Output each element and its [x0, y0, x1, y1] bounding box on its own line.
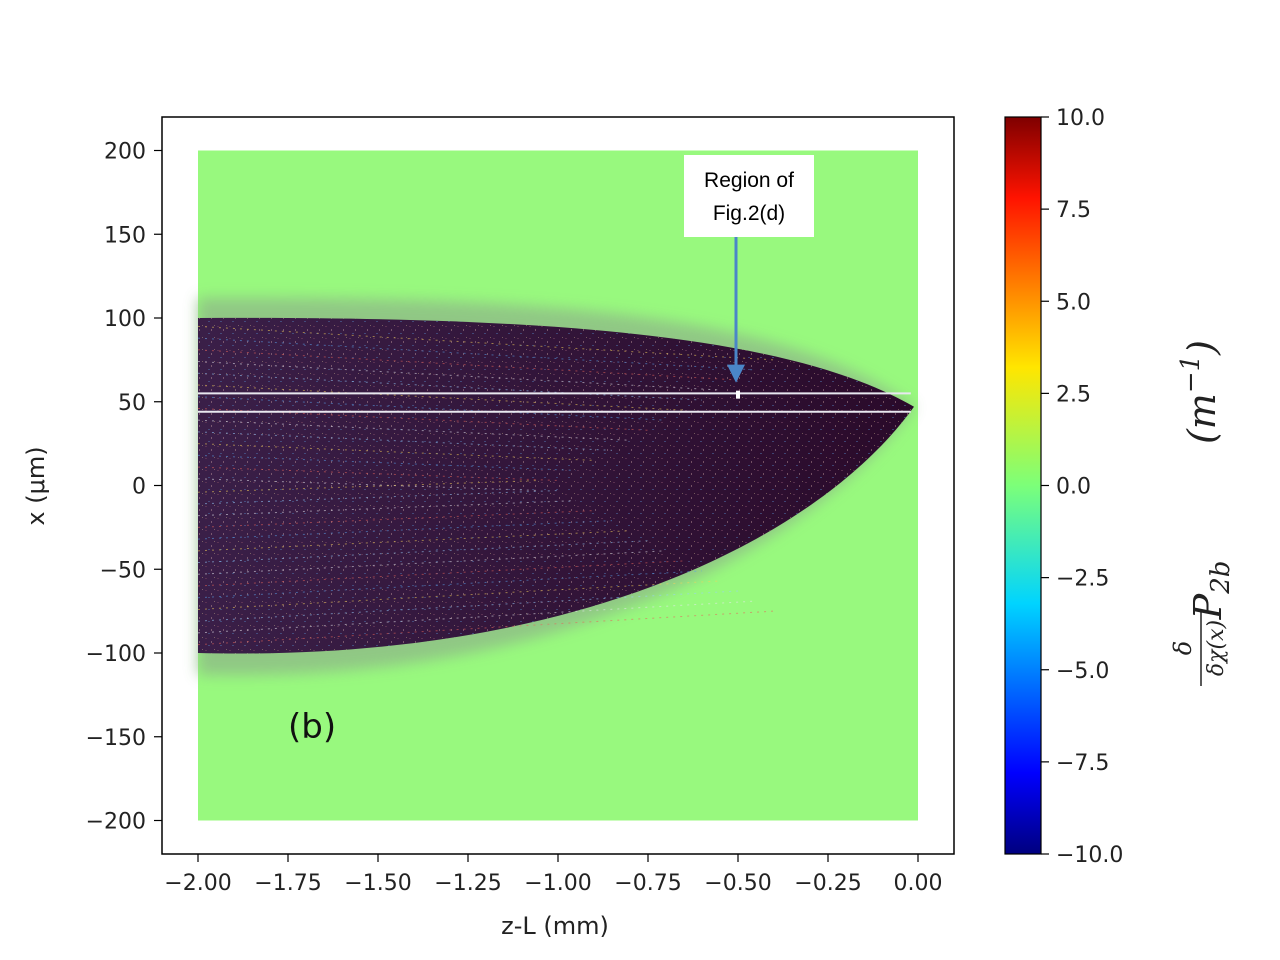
- colorbar-label-unit: (m: [1180, 393, 1224, 444]
- panel-label: (b): [288, 707, 336, 747]
- x-tick-label: −1.50: [344, 871, 411, 896]
- y-tick-label: −50: [100, 558, 146, 583]
- annotation-line-1: Region of: [704, 169, 794, 192]
- colorbar-tick-label: −2.5: [1056, 567, 1109, 592]
- heatmap-streak: [197, 610, 775, 646]
- heatmap-plot: [197, 150, 918, 821]
- colorbar-label-unit-exponent: −1: [1176, 355, 1206, 393]
- y-tick-label: 0: [132, 475, 146, 500]
- heatmap-streak: [197, 580, 721, 610]
- heatmap-streak: [197, 407, 649, 431]
- colorbar-label-numerator: δ: [1169, 641, 1197, 655]
- x-axis: −2.00 −1.75 −1.50 −1.25 −1.00 −0.75 −0.50 −0.25…: [164, 854, 942, 896]
- heatmap-streak: [197, 396, 667, 421]
- colorbar-gradient: [1004, 116, 1042, 855]
- annotation-arrow-head: [727, 364, 745, 383]
- heatmap-streak: [197, 372, 703, 401]
- x-tick-label: −0.50: [704, 871, 771, 896]
- heatmap-lobe-noise: [198, 317, 914, 654]
- heatmap-streak: [197, 570, 703, 599]
- heatmap-streak: [197, 540, 649, 564]
- colorbar-label: P2b δ δχ(x) (m−1): [1169, 340, 1236, 686]
- heatmap-streaks: [197, 325, 775, 646]
- colorbar-tick-label: −7.5: [1056, 751, 1109, 776]
- x-tick-label: −1.25: [434, 871, 501, 896]
- annotation-target-marker: [736, 390, 740, 399]
- colorbar-label-denominator: δχ(x): [1204, 620, 1229, 676]
- heatmap-streak: [197, 361, 721, 391]
- y-tick-label: −100: [86, 642, 146, 667]
- colorbar-tick-label: 5.0: [1056, 290, 1091, 315]
- x-tick-label: −0.75: [614, 871, 681, 896]
- heatmap-streak: [197, 443, 595, 461]
- y-axis-label: x (μm): [22, 446, 50, 525]
- heatmap-streak: [197, 478, 541, 492]
- annotation: Region of Fig.2(d): [684, 155, 814, 399]
- heatmap-streak: [197, 500, 577, 517]
- colorbar-tick-label: 7.5: [1056, 198, 1091, 223]
- colorbar-tick-label: 10.0: [1056, 106, 1105, 131]
- x-tick-label: 0.00: [894, 871, 943, 896]
- y-tick-label: −200: [86, 810, 146, 835]
- svg-text:P2b: P2b: [1186, 561, 1236, 621]
- y-tick-label: −150: [86, 726, 146, 751]
- annotation-box: [684, 155, 814, 237]
- colorbar-label-unit-close: ): [1180, 340, 1224, 356]
- x-tick-label: −0.25: [794, 871, 861, 896]
- svg-text:(m−1): (m−1): [1176, 340, 1224, 444]
- colorbar-label-symbol: P: [1186, 592, 1230, 620]
- y-tick-label: 200: [104, 140, 146, 165]
- colorbar: 10.0 7.5 5.0 2.5 0.0 −2.5 −5.0 −7.5 −10.0 P2b δ …: [1004, 106, 1236, 868]
- colorbar-tick-label: 0.0: [1056, 475, 1091, 500]
- heatmap-streak: [197, 550, 667, 575]
- heatmap-streak: [197, 479, 541, 493]
- colorbar-tick-label: −5.0: [1056, 659, 1109, 684]
- y-tick-label: 50: [118, 391, 146, 416]
- y-tick-label: 150: [104, 223, 146, 248]
- x-tick-label: −2.00: [164, 871, 231, 896]
- colorbar-label-subscript: 2b: [1206, 561, 1236, 595]
- annotation-line-2: Fig.2(d): [713, 202, 785, 225]
- colorbar-tick-label: −10.0: [1056, 843, 1123, 868]
- x-tick-label: −1.00: [524, 871, 591, 896]
- colorbar-tick-label: 2.5: [1056, 382, 1091, 407]
- heatmap-streak: [197, 325, 775, 361]
- x-axis-label: z-L (mm): [501, 912, 609, 940]
- colorbar-ticks: 10.0 7.5 5.0 2.5 0.0 −2.5 −5.0 −7.5 −10.0: [1041, 106, 1123, 868]
- heatmap-streak: [197, 510, 595, 528]
- y-tick-label: 100: [104, 307, 146, 332]
- x-tick-label: −1.75: [254, 871, 321, 896]
- heatmap-streak: [197, 454, 577, 471]
- y-axis: 200 150 100 50 0 −50 −100 −150 −200: [86, 140, 162, 835]
